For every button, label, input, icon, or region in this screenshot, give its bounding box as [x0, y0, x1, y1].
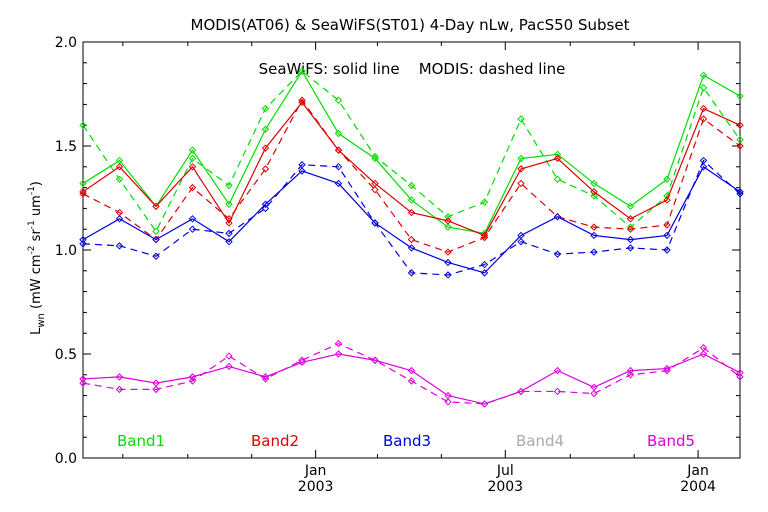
- plot-border: [83, 42, 740, 458]
- data-point: [226, 353, 232, 359]
- data-point: [701, 85, 707, 91]
- data-point: [409, 237, 415, 243]
- x-tick-year: 2004: [680, 479, 716, 495]
- legend-band3: Band3: [383, 432, 431, 450]
- data-point: [555, 176, 561, 182]
- series-line: [83, 354, 740, 404]
- legend-band2: Band2: [251, 432, 299, 450]
- x-tick-year: 2003: [487, 479, 523, 495]
- data-point: [445, 399, 451, 405]
- y-axis-label: Lwn (mW cm-2 sr-1 um-1): [27, 181, 47, 335]
- y-tick-label: 1.5: [55, 139, 77, 155]
- data-point: [518, 116, 524, 122]
- legend: Band1 Band2 Band3 Band4 Band5: [117, 432, 695, 450]
- series-band5-solid: [80, 351, 743, 407]
- y-tick-label: 0.0: [55, 451, 77, 467]
- series-line: [83, 100, 740, 252]
- data-point: [591, 391, 597, 397]
- series-line: [83, 71, 740, 231]
- y-tick-label: 0.5: [55, 347, 77, 363]
- legend-band4: Band4: [516, 432, 564, 450]
- series-band1-solid: [80, 68, 743, 236]
- x-tick-month: Jul: [496, 463, 514, 479]
- y-tick-label: 1.0: [55, 243, 77, 259]
- legend-band5: Band5: [647, 432, 695, 450]
- chart-title: MODIS(AT06) & SeaWiFS(ST01) 4-Day nLw, P…: [191, 16, 630, 34]
- y-axis: 0.0 0.5 1.0 1.5 2.0: [55, 35, 740, 467]
- x-tick-year: 2003: [298, 479, 334, 495]
- plot-frame: [83, 42, 740, 458]
- chart: MODIS(AT06) & SeaWiFS(ST01) 4-Day nLw, P…: [0, 0, 768, 512]
- y-tick-label: 2.0: [55, 35, 77, 51]
- series-band2-solid: [80, 99, 743, 238]
- series-band3-dashed: [80, 158, 743, 278]
- x-tick-month: Jan: [304, 463, 327, 479]
- x-tick-month: Jan: [686, 463, 709, 479]
- legend-band1: Band1: [117, 432, 165, 450]
- series-band2-dashed: [80, 97, 743, 255]
- series-layer: [80, 68, 743, 407]
